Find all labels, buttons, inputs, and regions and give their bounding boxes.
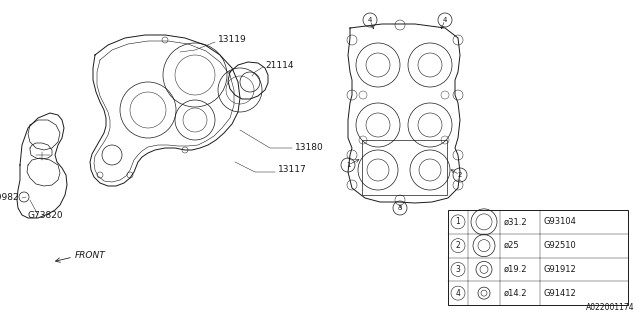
Text: G91412: G91412 <box>544 289 577 298</box>
Text: G73820: G73820 <box>28 211 63 220</box>
Text: G93104: G93104 <box>544 217 577 226</box>
Text: 13117: 13117 <box>278 165 307 174</box>
Text: 4: 4 <box>368 17 372 23</box>
Text: 1: 1 <box>346 162 350 168</box>
Text: 13180: 13180 <box>295 143 324 153</box>
Text: 4: 4 <box>456 289 460 298</box>
Text: G91912: G91912 <box>544 265 577 274</box>
Text: ø14.2: ø14.2 <box>504 289 527 298</box>
Bar <box>362 140 447 195</box>
Text: 21114: 21114 <box>265 60 294 69</box>
Text: ø31.2: ø31.2 <box>504 217 527 226</box>
Text: 3: 3 <box>397 205 403 211</box>
Text: A022001174: A022001174 <box>586 303 635 312</box>
Bar <box>448 210 628 305</box>
Text: 2: 2 <box>456 241 460 250</box>
Text: 10982: 10982 <box>0 194 20 203</box>
Text: 13119: 13119 <box>218 36 247 44</box>
Text: 3: 3 <box>456 265 460 274</box>
Text: ø19.2: ø19.2 <box>504 265 527 274</box>
Text: 2: 2 <box>458 172 462 178</box>
Text: FRONT: FRONT <box>75 251 106 260</box>
Text: ø25: ø25 <box>504 241 520 250</box>
Text: G92510: G92510 <box>544 241 577 250</box>
Text: 1: 1 <box>456 217 460 226</box>
Text: 4: 4 <box>443 17 447 23</box>
